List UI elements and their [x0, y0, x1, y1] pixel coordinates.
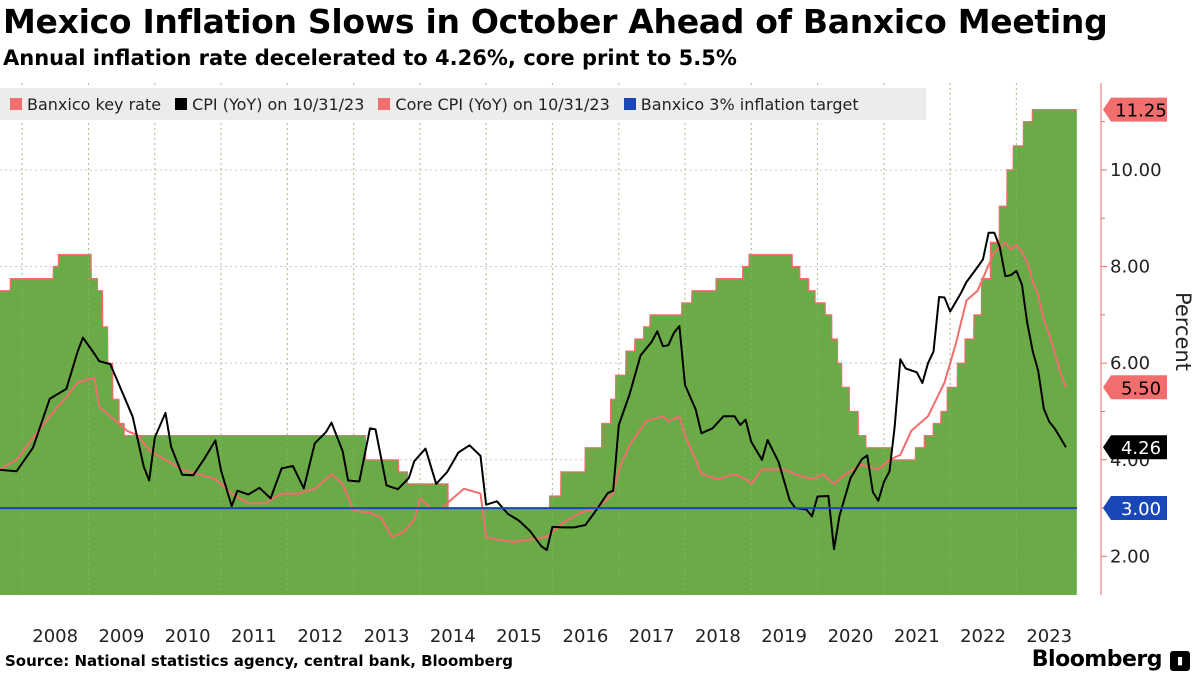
- legend-label: Banxico key rate: [27, 94, 162, 114]
- bloomberg-logo: Bloomberg: [1031, 647, 1163, 672]
- x-tick-label: 2012: [297, 626, 343, 647]
- y-tick-label: 8.00: [1110, 257, 1150, 278]
- value-tag-label: 11.25: [1115, 101, 1167, 122]
- x-tick-label: 2019: [761, 626, 807, 647]
- legend-swatch: [175, 98, 188, 110]
- legend-label: Banxico 3% inflation target: [640, 94, 859, 114]
- legend-swatch: [623, 98, 636, 110]
- chart-legend: Banxico key rate CPI (YoY) on 10/31/23 Cor…: [0, 88, 926, 120]
- source-note: Source: National statistics agency, cent…: [5, 652, 513, 670]
- x-tick-label: 2016: [563, 626, 609, 647]
- legend-item: Banxico 3% inflation target: [623, 94, 859, 114]
- x-tick-label: 2015: [496, 626, 542, 647]
- y-tick-label: 2.00: [1110, 546, 1150, 567]
- legend-item: Core CPI (YoY) on 10/31/23: [378, 94, 610, 114]
- legend-item: CPI (YoY) on 10/31/23: [175, 95, 364, 114]
- x-tick-label: 2018: [695, 626, 741, 647]
- y-tick-label: 10.00: [1110, 160, 1162, 181]
- x-tick-label: 2022: [960, 626, 1006, 647]
- chart-subtitle: Annual inflation rate decelerated to 4.2…: [3, 46, 737, 70]
- x-tick-label: 2013: [364, 626, 410, 647]
- key-rate-area: [0, 109, 1077, 595]
- value-tag: [1103, 435, 1167, 460]
- value-tag-label: 3.00: [1121, 499, 1161, 520]
- bloomberg-terminal-icon: ▮: [1170, 651, 1190, 671]
- x-tick-label: 2017: [629, 626, 675, 647]
- chart-title: Mexico Inflation Slows in October Ahead …: [3, 2, 1108, 41]
- cpi-line: [0, 231, 1067, 552]
- x-tick-label: 2023: [1026, 626, 1072, 647]
- x-tick-label: 2014: [430, 626, 476, 647]
- core-cpi-line: [0, 241, 1067, 543]
- value-tag: [1103, 97, 1167, 122]
- legend-swatch: [10, 98, 22, 110]
- value-tag-label: 5.50: [1121, 378, 1161, 399]
- key-rate-line: [0, 109, 1077, 509]
- value-tag: [1103, 375, 1167, 400]
- y-axis-label: Percent: [1171, 292, 1195, 371]
- x-tick-label: 2021: [894, 626, 940, 647]
- legend-label: Core CPI (YoY) on 10/31/23: [395, 94, 610, 114]
- legend-label: CPI (YoY) on 10/31/23: [192, 94, 365, 114]
- x-tick-label: 2011: [231, 626, 277, 647]
- legend-item: Banxico key rate: [10, 95, 161, 114]
- value-tag-label: 4.26: [1121, 438, 1161, 459]
- x-tick-label: 2010: [165, 626, 211, 647]
- legend-swatch: [378, 98, 391, 110]
- x-tick-label: 2008: [32, 626, 78, 647]
- x-tick-label: 2009: [98, 626, 144, 647]
- y-tick-label: 6.00: [1110, 353, 1150, 374]
- value-tag: [1103, 496, 1167, 521]
- x-tick-label: 2020: [828, 626, 874, 647]
